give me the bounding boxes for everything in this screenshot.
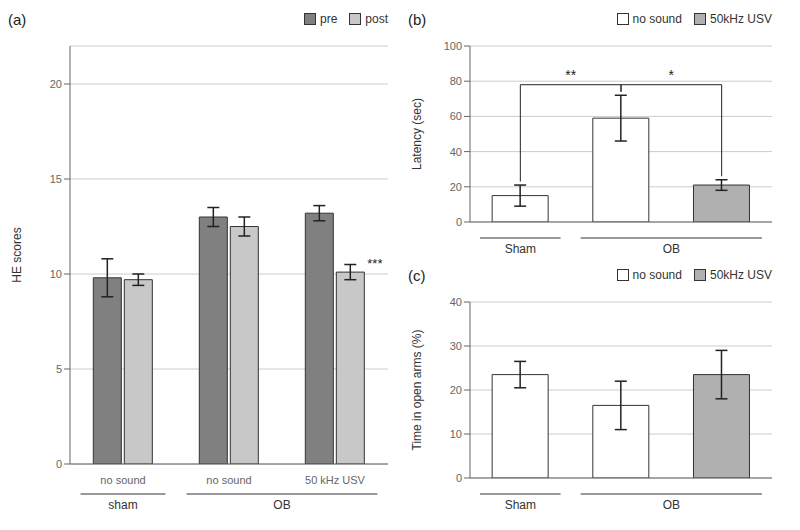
html-text:post: post <box>365 12 388 26</box>
svg-text:80: 80 <box>450 75 462 87</box>
svg-text:40: 40 <box>450 146 462 158</box>
svg-text:20: 20 <box>450 384 462 396</box>
svg-text:sham: sham <box>108 498 137 512</box>
svg-text:10: 10 <box>450 428 462 440</box>
html-text:(c): (c) <box>408 266 426 284</box>
svg-text:no sound: no sound <box>100 474 145 486</box>
html-text:50kHz USV: 50kHz USV <box>710 12 772 26</box>
svg-text:Time in open arms (%): Time in open arms (%) <box>410 330 424 451</box>
svg-text:5: 5 <box>56 363 62 375</box>
svg-text:Latency (sec): Latency (sec) <box>410 98 424 170</box>
svg-text:20: 20 <box>50 78 62 90</box>
svg-text:Sham: Sham <box>505 498 536 512</box>
html-text:no sound: no sound <box>632 268 682 282</box>
svg-text:OB: OB <box>273 498 290 512</box>
html-text:(a): (a) <box>8 10 27 28</box>
svg-text:OB: OB <box>663 498 680 512</box>
svg-text:60: 60 <box>450 110 462 122</box>
svg-text:OB: OB <box>663 242 680 256</box>
svg-text:**: ** <box>565 67 576 83</box>
svg-text:HE scores: HE scores <box>10 227 24 282</box>
svg-text:***: *** <box>367 256 382 271</box>
svg-text:40: 40 <box>450 296 462 308</box>
svg-text:0: 0 <box>456 472 462 484</box>
html-text:(b): (b) <box>408 10 427 28</box>
svg-text:0: 0 <box>56 458 62 470</box>
svg-text:20: 20 <box>450 181 462 193</box>
svg-text:30: 30 <box>450 340 462 352</box>
svg-text:no sound: no sound <box>206 474 251 486</box>
svg-text:10: 10 <box>50 268 62 280</box>
svg-text:15: 15 <box>50 173 62 185</box>
svg-text:Sham: Sham <box>505 242 536 256</box>
svg-text:*: * <box>669 67 675 83</box>
svg-text:0: 0 <box>456 216 462 228</box>
html-text:no sound: no sound <box>632 12 682 26</box>
html-text:pre: pre <box>320 12 338 26</box>
svg-text:100: 100 <box>444 40 462 52</box>
svg-text:50 kHz USV: 50 kHz USV <box>305 474 366 486</box>
html-text:50kHz USV: 50kHz USV <box>710 268 772 282</box>
